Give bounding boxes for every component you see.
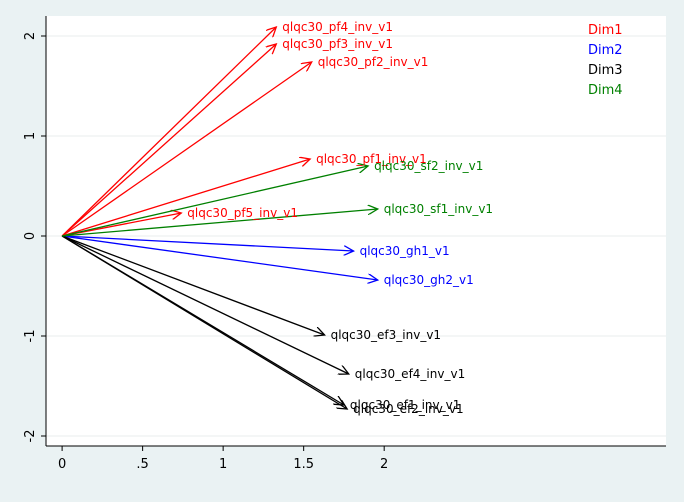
vector-label-qlqc30-ef3-inv-v1: qlqc30_ef3_inv_v1 <box>331 328 441 342</box>
vector-qlqc30-pf3-inv-v1 <box>61 44 276 237</box>
y-tick-label: 0 <box>23 232 38 240</box>
vector-qlqc30-ef2-inv-v1 <box>61 235 347 409</box>
vector-label-qlqc30-ef4-inv-v1: qlqc30_ef4_inv_v1 <box>355 367 465 381</box>
legend-entry-dim3: Dim3 <box>588 63 623 78</box>
y-tick-label: 2 <box>23 32 38 40</box>
vector-qlqc30-gh2-v1 <box>62 235 378 280</box>
vector-label-qlqc30-gh1-v1: qlqc30_gh1_v1 <box>360 244 450 258</box>
vector-label-qlqc30-sf1-inv-v1: qlqc30_sf1_inv_v1 <box>384 202 493 216</box>
vector-label-qlqc30-pf2-inv-v1: qlqc30_pf2_inv_v1 <box>318 55 429 69</box>
plot-area <box>46 16 666 446</box>
vector-label-qlqc30-pf5-inv-v1: qlqc30_pf5_inv_v1 <box>187 206 298 220</box>
x-tick-label: 1.5 <box>293 457 314 472</box>
vector-qlqc30-pf1-inv-v1 <box>61 159 310 237</box>
vector-label-qlqc30-pf1-inv-v1: qlqc30_pf1_inv_v1 <box>316 152 427 166</box>
x-tick-label: 0 <box>58 457 66 472</box>
vector-label-qlqc30-pf4-inv-v1: qlqc30_pf4_inv_v1 <box>282 20 393 34</box>
legend-entry-dim2: Dim2 <box>588 43 623 58</box>
vector-qlqc30-gh1-v1 <box>62 235 353 251</box>
y-tick-label: -1 <box>23 330 38 343</box>
x-tick-label: 2 <box>380 457 388 472</box>
y-tick-label: 1 <box>23 132 38 140</box>
vector-qlqc30-pf4-inv-v1 <box>61 27 276 237</box>
vector-qlqc30-pf5-inv-v1 <box>61 213 181 237</box>
legend-entry-dim1: Dim1 <box>588 23 623 38</box>
vector-label-qlqc30-ef2-inv-v1: qlqc30_ef2_inv_v1 <box>353 402 463 416</box>
vector-label-qlqc30-ef1-inv-v1: qlqc30_ef1_inv_v1 <box>350 398 460 412</box>
x-tick-label: .5 <box>136 457 148 472</box>
vector-label-qlqc30-pf3-inv-v1: qlqc30_pf3_inv_v1 <box>282 37 393 51</box>
y-tick-label: -2 <box>23 430 38 443</box>
legend-entry-dim4: Dim4 <box>588 83 623 98</box>
vector-qlqc30-ef3-inv-v1 <box>61 235 324 335</box>
vector-label-qlqc30-gh2-v1: qlqc30_gh2_v1 <box>384 273 474 287</box>
vector-label-qlqc30-sf2-inv-v1: qlqc30_sf2_inv_v1 <box>374 159 483 173</box>
vector-qlqc30-ef4-inv-v1 <box>61 235 349 374</box>
x-tick-label: 1 <box>219 457 227 472</box>
vector-qlqc30-sf1-inv-v1 <box>62 209 378 237</box>
vector-qlqc30-sf2-inv-v1 <box>61 166 368 237</box>
vector-qlqc30-pf2-inv-v1 <box>61 62 312 237</box>
